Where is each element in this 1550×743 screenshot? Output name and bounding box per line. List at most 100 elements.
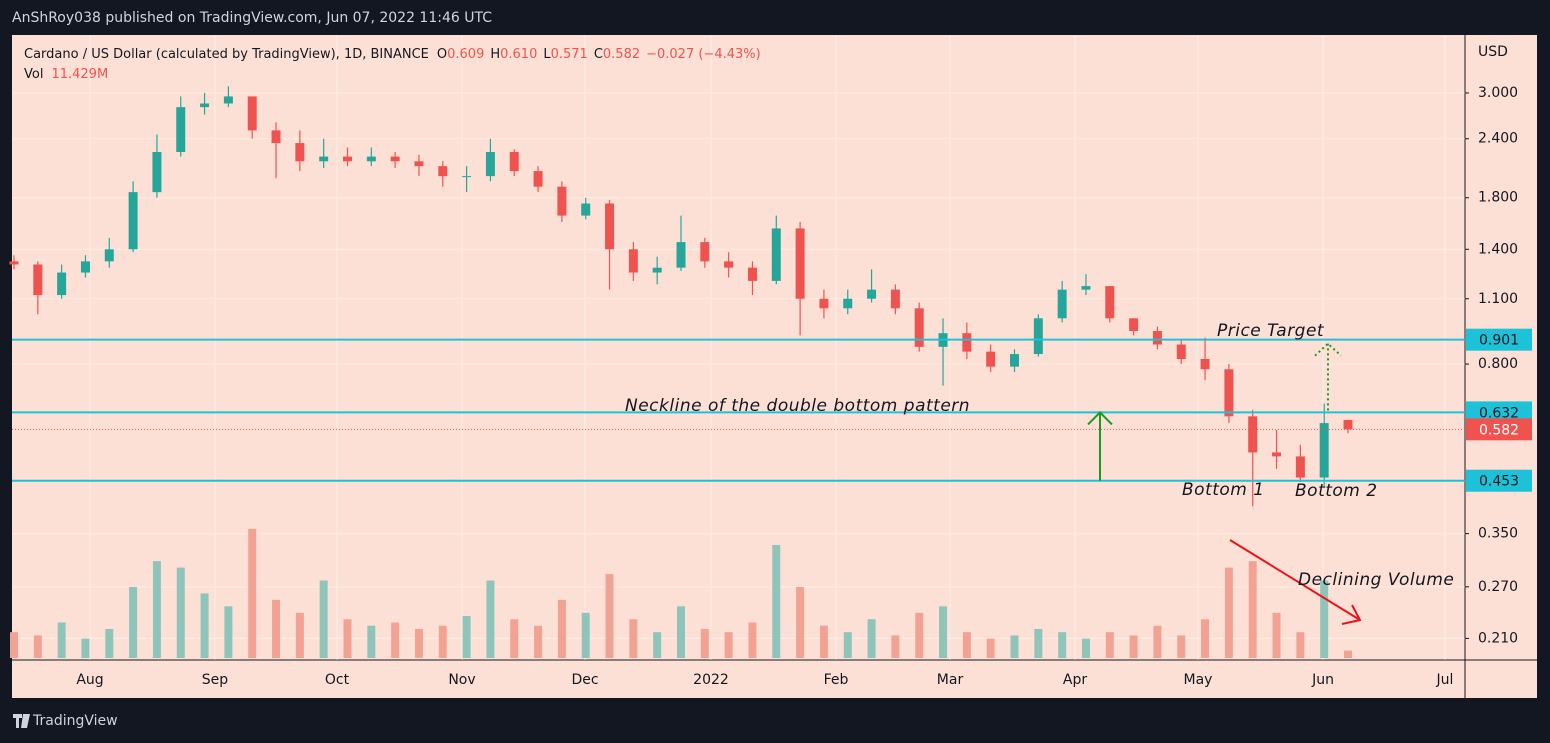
candle-body	[509, 151, 519, 172]
annotation: Price Target	[1217, 321, 1325, 341]
x-tick-label: May	[1184, 672, 1213, 688]
candle-body	[104, 249, 114, 262]
volume-bar	[81, 638, 90, 658]
candle-body	[223, 96, 233, 104]
currency: USD	[1478, 44, 1508, 60]
volume-bar	[1034, 628, 1043, 658]
volume-bar	[605, 574, 614, 658]
volume-bar	[1153, 625, 1162, 658]
symbol-header: Cardano / US Dollar (calculated by Tradi…	[24, 47, 761, 62]
candle-body	[80, 261, 90, 273]
volume-bar	[152, 561, 161, 658]
candle-body	[1152, 330, 1162, 345]
level-box	[1466, 469, 1532, 492]
candle-body	[319, 156, 329, 162]
candle-body	[962, 333, 972, 352]
volume-bar	[105, 628, 114, 658]
change-value: −0.027 (−4.43%)	[646, 47, 761, 62]
volume-bar	[867, 619, 876, 658]
y-tick-label: 1.100	[1478, 291, 1518, 307]
x-tick-label: Jul	[1436, 672, 1454, 688]
volume-bar	[248, 528, 257, 658]
volume-bar	[1129, 635, 1138, 658]
candle-body	[343, 156, 352, 162]
candle-body	[581, 203, 591, 216]
candle-body	[1033, 318, 1043, 355]
price-target-arrow	[1314, 342, 1342, 411]
volume-label: Vol	[24, 67, 43, 82]
volume-bar	[367, 625, 376, 658]
y-tick-label: 0.210	[1478, 630, 1518, 646]
published-line: AnShRoy038 published on TradingView.com,…	[12, 10, 492, 26]
candle-body	[176, 107, 186, 152]
x-tick-label: Dec	[571, 672, 598, 688]
x-tick-label: Jun	[1311, 672, 1334, 688]
y-tick-label: 1.800	[1478, 190, 1518, 206]
candle-body	[247, 96, 257, 131]
candle-body	[1295, 456, 1305, 478]
candle-body	[819, 298, 829, 309]
candle-body	[1248, 416, 1258, 453]
candle-body	[9, 261, 19, 265]
candle-body	[1176, 344, 1186, 360]
candle-body	[57, 272, 67, 296]
volume-bar	[1058, 632, 1067, 658]
y-tick-label: 0.800	[1478, 356, 1518, 372]
volume-bar	[319, 580, 328, 658]
volume-bar	[534, 625, 543, 658]
volume-bar	[10, 632, 18, 658]
volume-bar	[581, 612, 590, 658]
last-price-box	[1466, 418, 1532, 441]
volume-bar	[1272, 612, 1281, 658]
volume-bar	[819, 625, 828, 658]
candle-body	[724, 261, 734, 268]
candle-body	[462, 176, 472, 178]
volume-bar	[653, 632, 662, 658]
volume-bar	[796, 586, 805, 658]
candle-body	[986, 351, 996, 367]
target-arrow	[1087, 411, 1113, 481]
volume-bar	[1224, 567, 1233, 658]
y-tick-label: 3.000	[1478, 85, 1518, 101]
level-box	[1466, 328, 1532, 351]
volume-bar	[962, 632, 971, 658]
volume-bar	[1105, 632, 1114, 658]
volume-bar	[224, 606, 233, 658]
candle-body	[390, 156, 400, 162]
volume-bar	[1010, 635, 1019, 658]
candle-body	[1319, 423, 1329, 478]
candle-body	[295, 143, 305, 162]
y-tick-label: 2.400	[1478, 131, 1518, 147]
volume-bar	[391, 622, 400, 658]
candle-body	[200, 103, 210, 108]
annotation: Declining Volume	[1298, 570, 1454, 590]
y-tick-label: 0.350	[1478, 526, 1518, 542]
volume-bar	[295, 612, 304, 658]
volume-bar	[629, 619, 638, 658]
x-tick-label: Sep	[202, 672, 229, 688]
candle-body	[795, 228, 805, 299]
symbol: Cardano / US Dollar (calculated by Tradi…	[24, 47, 429, 62]
volume-bar	[176, 567, 185, 658]
candle-body	[605, 203, 615, 250]
volume-bar	[272, 599, 281, 658]
brand: TradingView	[32, 713, 118, 729]
candle-body	[1129, 318, 1139, 331]
x-tick-label: Feb	[824, 672, 849, 688]
ohlc-value: 0.571	[551, 47, 588, 62]
volume-bar	[200, 593, 209, 658]
annotation: Neckline of the double bottom pattern	[625, 396, 970, 416]
candle-body	[414, 161, 424, 167]
ohlc-value: 0.610	[500, 47, 537, 62]
volume-bar	[462, 616, 471, 658]
volume-bar	[343, 619, 352, 658]
volume-bar	[724, 632, 733, 658]
y-tick-label: 1.400	[1478, 241, 1518, 257]
ohlc-label: O	[437, 47, 447, 62]
candle-body	[914, 308, 924, 347]
x-tick-label: Nov	[448, 672, 475, 688]
candle-body	[747, 267, 757, 281]
volume-bar	[939, 606, 948, 658]
volume-bar	[915, 612, 924, 658]
